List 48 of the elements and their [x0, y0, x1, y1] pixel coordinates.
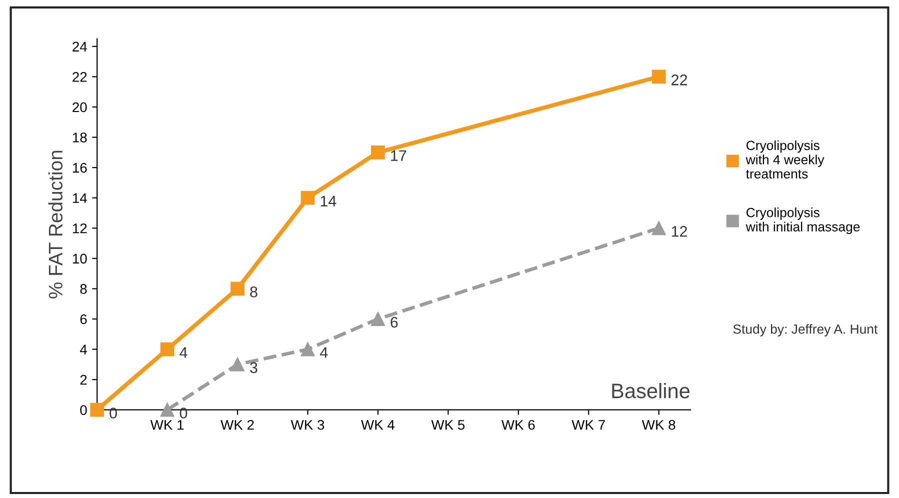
point: [230, 357, 244, 372]
data-label: 14: [320, 196, 336, 206]
data-label: 12: [672, 226, 687, 237]
point: [371, 312, 385, 326]
x-tick-label: WK 5: [431, 420, 465, 430]
y-tick-label: 18: [72, 132, 87, 142]
y-tick-label: 10: [72, 254, 87, 264]
y-tick-label: 12: [72, 223, 87, 234]
point: [371, 145, 385, 160]
point: [230, 282, 244, 296]
legend-label: Cryolipolysis with initial massage: [746, 208, 860, 234]
y-tick-label: 4: [80, 344, 87, 354]
point: [160, 342, 174, 356]
y-tick-label: 6: [80, 314, 87, 324]
y-axis-title: % FAT Reduction: [48, 150, 63, 298]
y-tick-label: 2: [80, 374, 87, 385]
y-tick-label: 14: [72, 193, 87, 203]
x-tick-label: WK 3: [290, 420, 324, 430]
x-tick-label: WK 8: [642, 420, 676, 430]
data-label: 0: [180, 408, 188, 418]
point: [652, 70, 666, 84]
point: [160, 402, 174, 417]
text: Study by: Jeffrey A. Hunt: [733, 324, 878, 336]
y-tick-label: 0: [80, 405, 87, 416]
data-label: 4: [320, 347, 328, 358]
point: [300, 342, 315, 356]
x-axis-title: Baseline: [612, 383, 690, 398]
x-tick-label: WK 6: [501, 420, 535, 430]
point: [300, 190, 315, 205]
x-tick-label: WK 7: [572, 420, 605, 430]
data-label: 22: [672, 74, 687, 86]
data-label: 6: [390, 316, 398, 328]
y-tick-label: 20: [72, 102, 87, 112]
x-tick-label: WK 2: [220, 420, 254, 430]
y-tick-label: 24: [72, 42, 87, 52]
point: [90, 402, 104, 417]
data-label: 3: [250, 362, 258, 374]
x-tick-label: WK 1: [150, 420, 184, 430]
y-tick-label: 16: [72, 162, 87, 173]
y-tick-label: 8: [80, 284, 87, 294]
legend-label: Cryolipolysis with 4 weekly treatments: [746, 140, 824, 179]
point: [652, 221, 666, 236]
data-label: 4: [180, 347, 188, 358]
x-tick-label: WK 4: [361, 420, 395, 430]
data-label: 17: [391, 150, 406, 161]
data-label: 0: [110, 408, 117, 418]
y-tick-label: 22: [72, 72, 87, 82]
data-label: 8: [250, 286, 258, 298]
